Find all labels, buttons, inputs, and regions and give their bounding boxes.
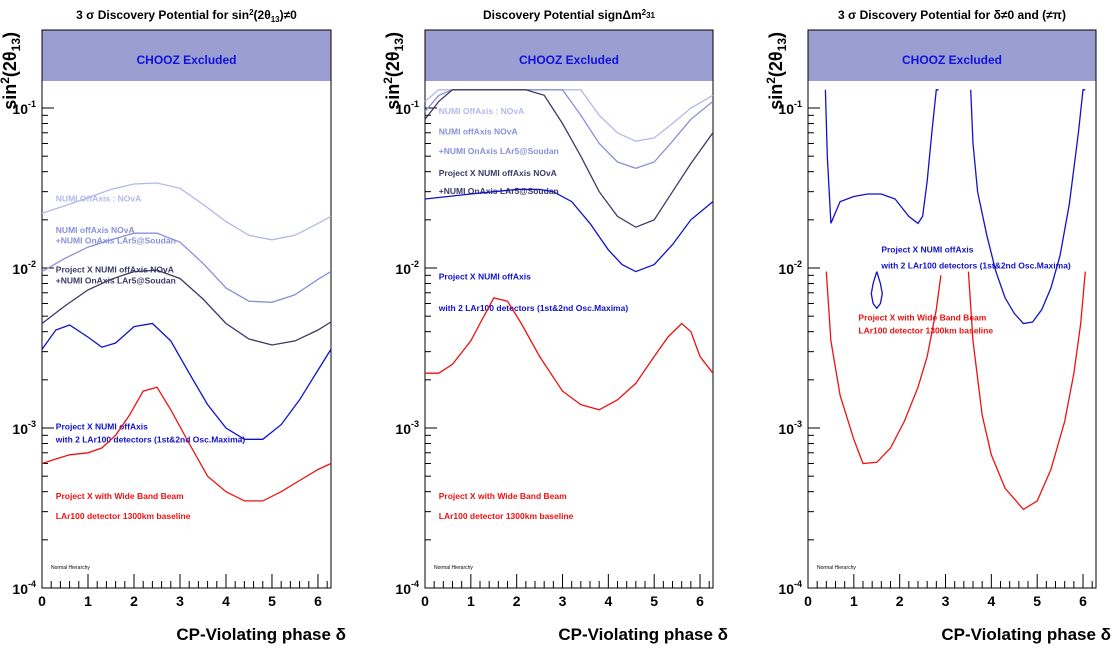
x-tick-label: 6	[1079, 593, 1087, 609]
x-tick-label: 3	[942, 593, 950, 609]
series-label: Project X NUMI offAxis NOvA	[56, 264, 174, 274]
hierarchy-note: Normal Hierarchy	[51, 565, 90, 571]
x-tick-label: 0	[804, 593, 812, 609]
x-tick-label: 2	[130, 593, 138, 609]
series-label: with 2 LAr100 detectors (1st&2nd Osc.Max…	[55, 435, 246, 445]
y-tick-label: 10-2	[12, 259, 36, 277]
plot-frame	[41, 29, 332, 589]
series-label: Project X NUMI offAxis	[439, 271, 531, 281]
chart-title: 3 σ Discovery Potential for δ≠0 and (≠π)	[838, 8, 1066, 22]
series-line	[41, 386, 332, 502]
chooz-excluded-band	[808, 30, 1096, 81]
plot-frame	[807, 29, 1097, 589]
x-axis-label: CP-Violating phase δ	[558, 625, 728, 644]
y-tick-label: 10-3	[12, 419, 36, 437]
axis-ticks: 0 1 2 3 4 5 6 10-4 10-3 10-2 10-1	[395, 99, 710, 609]
chooz-excluded-label: CHOOZ Excluded	[519, 53, 619, 67]
x-tick-label: 4	[987, 593, 995, 609]
y-axis-label: sin2(2θ13)	[381, 32, 406, 110]
series-label: NUMI offAxis NOvA	[56, 225, 135, 235]
series-label: NUMI offAxis NOvA	[439, 126, 518, 136]
series-line	[424, 89, 714, 228]
y-tick-label: 10-1	[12, 99, 36, 117]
chart-panel-sign-dm31: Discovery Potential signΔm231 CHOOZ Excl…	[381, 8, 728, 644]
series-label: Project X with Wide Band Beam	[439, 491, 567, 501]
axis-ticks: 0 1 2 3 4 5 6 10-4 10-3 10-2 10-1	[12, 99, 328, 609]
series-label: Project X with Wide Band Beam	[56, 491, 184, 501]
x-tick-label: 1	[84, 593, 92, 609]
x-axis-label: CP-Violating phase δ	[176, 625, 346, 644]
x-tick-label: 2	[513, 593, 521, 609]
x-tick-label: 0	[421, 593, 429, 609]
chooz-excluded-label: CHOOZ Excluded	[136, 53, 236, 67]
y-tick-label: 10-1	[395, 99, 419, 117]
series-line	[41, 232, 332, 303]
series-label: +NUMI OnAxis LAr5@Soudan	[439, 146, 559, 156]
y-tick-label: 10-3	[395, 419, 419, 437]
series-label: with 2 LAr100 detectors (1st&2nd Osc.Max…	[438, 303, 629, 313]
y-axis-label: sin2(2θ13)	[764, 32, 789, 110]
x-tick-label: 6	[314, 593, 322, 609]
series-label: Project X NUMI offAxis	[881, 244, 973, 254]
series-label: with 2 LAr100 detectors (1st&2nd Osc.Max…	[880, 261, 1071, 271]
x-tick-label: 1	[467, 593, 475, 609]
series-label: LAr100 detector 1300km baseline	[56, 511, 191, 521]
series-line	[870, 271, 883, 310]
chart-panel-cp-violation: 3 σ Discovery Potential for δ≠0 and (≠π)…	[764, 8, 1111, 644]
chooz-excluded-label: CHOOZ Excluded	[902, 53, 1002, 67]
series-label: NUMI OffAxis : NOvA	[56, 194, 141, 204]
y-tick-label: 10-3	[778, 419, 802, 437]
series-line	[424, 188, 714, 273]
y-axis-label: sin2(2θ13)	[0, 32, 23, 110]
y-tick-label: 10-4	[778, 579, 802, 597]
x-tick-label: 1	[850, 593, 858, 609]
x-tick-label: 4	[222, 593, 230, 609]
series-line	[825, 271, 942, 465]
chart-panel-sin2theta13: 3 σ Discovery Potential for sin2(2θ13)≠0…	[0, 8, 346, 644]
x-tick-label: 2	[896, 593, 904, 609]
series-line	[425, 297, 714, 411]
y-tick-label: 10-2	[395, 259, 419, 277]
series-label: Project X NUMI offAxis NOvA	[439, 168, 557, 178]
y-tick-label: 10-1	[778, 99, 802, 117]
plot-frame	[424, 29, 714, 589]
x-tick-label: 5	[650, 593, 658, 609]
chart-title: Discovery Potential signΔm231	[483, 8, 656, 22]
series-group: NUMI OffAxis : NOvA NUMI offAxis NOvA +NUM…	[424, 89, 714, 521]
x-tick-label: 6	[696, 593, 704, 609]
series-line	[41, 182, 332, 241]
series-line	[970, 89, 1086, 325]
chart-title: 3 σ Discovery Potential for sin2(2θ13)≠0	[76, 8, 297, 24]
x-tick-label: 4	[604, 593, 612, 609]
x-tick-label: 0	[38, 593, 46, 609]
axis-ticks: 0 1 2 3 4 5 6 10-4 10-3 10-2 10-1	[778, 99, 1093, 609]
series-label: Project X NUMI offAxis	[56, 421, 148, 431]
series-label: NUMI OffAxis : NOvA	[439, 106, 524, 116]
x-tick-label: 3	[559, 593, 567, 609]
hierarchy-note: Normal Hierarchy	[817, 565, 856, 571]
series-group: Project X NUMI offAxis with 2 LAr100 dete…	[824, 89, 1086, 511]
series-line	[41, 322, 332, 440]
hierarchy-note: Normal Hierarchy	[434, 565, 473, 571]
x-tick-label: 5	[268, 593, 276, 609]
series-line	[967, 271, 1086, 511]
y-tick-label: 10-2	[778, 259, 802, 277]
chooz-excluded-band	[425, 30, 713, 81]
x-tick-label: 3	[176, 593, 184, 609]
series-label: Project X with Wide Band Beam	[858, 312, 986, 322]
x-tick-label: 5	[1033, 593, 1041, 609]
y-tick-label: 10-4	[395, 579, 419, 597]
series-label: LAr100 detector 1300km baseline	[858, 325, 993, 335]
series-label: +NUMI OnAxis LAr5@Soudan	[56, 236, 176, 246]
series-line	[41, 269, 332, 346]
series-label: LAr100 detector 1300km baseline	[439, 511, 574, 521]
y-tick-label: 10-4	[12, 579, 36, 597]
x-axis-label: CP-Violating phase δ	[941, 625, 1111, 644]
series-line	[824, 89, 939, 225]
chooz-excluded-band	[42, 30, 331, 81]
series-label: +NUMI OnAxis LAr5@Soudan	[56, 276, 176, 286]
